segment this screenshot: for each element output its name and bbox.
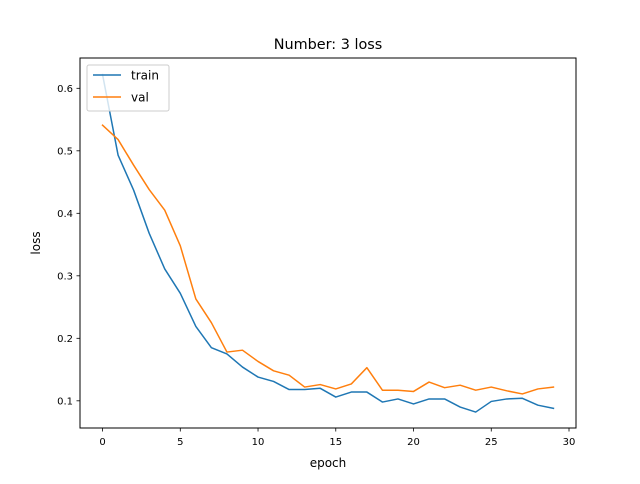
series-line-train: [101, 73, 555, 413]
x-tick-label: 15: [329, 437, 342, 448]
x-axis-label: epoch: [310, 456, 347, 470]
series-layer: [101, 73, 555, 413]
ticks-layer: 0 5 10 15 20 25 30 0.1 0.2 0.3 0.4 0.5 0.6: [57, 84, 575, 448]
y-tick-label: 0.1: [57, 396, 73, 407]
legend-label-train: train: [131, 69, 159, 83]
x-tick-label: 10: [252, 437, 265, 448]
x-tick-label: 30: [563, 437, 576, 448]
x-tick-label: 25: [485, 437, 498, 448]
series-line-val: [101, 124, 555, 395]
x-tick-label: 20: [407, 437, 420, 448]
y-tick-label: 0.2: [57, 334, 73, 345]
legend-box: [86, 64, 170, 112]
y-tick-label: 0.6: [57, 84, 73, 95]
plot-area-frame: [79, 57, 577, 429]
legend: train val: [86, 64, 170, 112]
y-tick-label: 0.3: [57, 271, 73, 282]
legend-label-val: val: [131, 91, 149, 105]
y-tick-label: 0.5: [57, 146, 73, 157]
x-tick-label: 0: [99, 437, 105, 448]
y-tick-label: 0.4: [57, 209, 73, 220]
x-tick-label: 5: [177, 437, 183, 448]
y-axis-label: loss: [29, 231, 43, 254]
chart-title: Number: 3 loss: [274, 37, 383, 53]
